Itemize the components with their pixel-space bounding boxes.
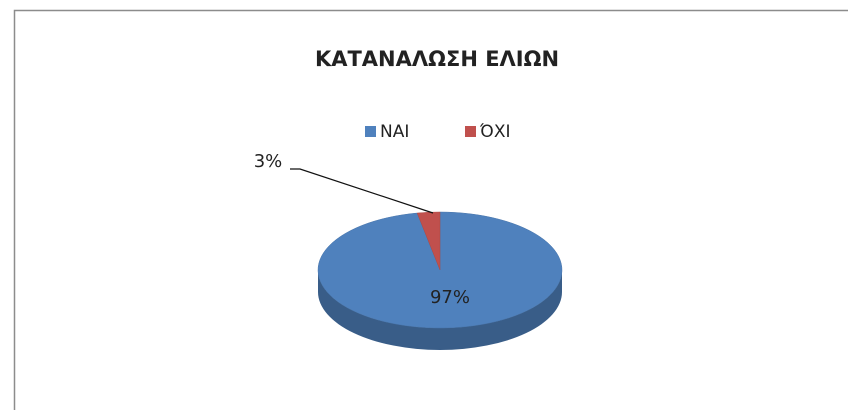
- legend-swatch: [465, 126, 476, 137]
- legend-label: ΝΑΙ: [380, 122, 409, 142]
- chart-title: ΚΑΤΑΝΑΛΩΣΗ ΕΛΙΩΝ: [315, 47, 559, 71]
- legend-label: ΌΧΙ: [479, 122, 510, 142]
- legend-swatch: [365, 126, 376, 137]
- data-label: 97%: [430, 287, 470, 308]
- data-label: 3%: [254, 151, 283, 172]
